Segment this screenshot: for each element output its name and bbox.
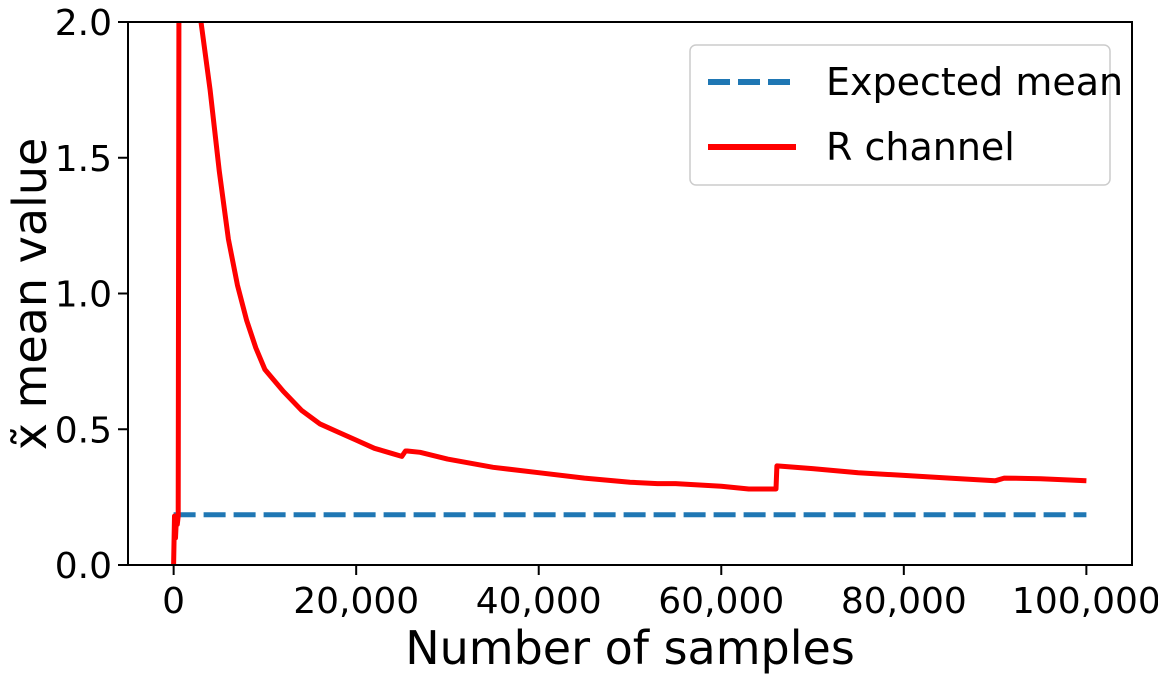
y-tick-label: 1.5 bbox=[55, 139, 112, 180]
legend-r-channel-label: R channel bbox=[826, 125, 1015, 169]
x-tick-label: 60,000 bbox=[658, 581, 784, 622]
x-tick-label: 40,000 bbox=[476, 581, 602, 622]
x-tick-label: 100,000 bbox=[1012, 581, 1158, 622]
y-tick-label: 1.0 bbox=[55, 275, 112, 316]
x-tick-label: 0 bbox=[162, 581, 185, 622]
y-tick-label: 0.0 bbox=[55, 546, 112, 587]
y-tick-label: 2.0 bbox=[55, 3, 112, 44]
x-tick-label: 20,000 bbox=[293, 581, 419, 622]
y-axis-title: x̃ mean value bbox=[3, 138, 57, 451]
legend: Expected mean R channel bbox=[689, 44, 1123, 186]
x-axis-title: Number of samples bbox=[405, 621, 855, 675]
series-line-r-channel bbox=[171, 22, 1087, 565]
y-tick-label: 0.5 bbox=[55, 410, 112, 451]
x-tick-label: 80,000 bbox=[841, 581, 967, 622]
legend-expected-mean-label: Expected mean bbox=[826, 60, 1123, 104]
